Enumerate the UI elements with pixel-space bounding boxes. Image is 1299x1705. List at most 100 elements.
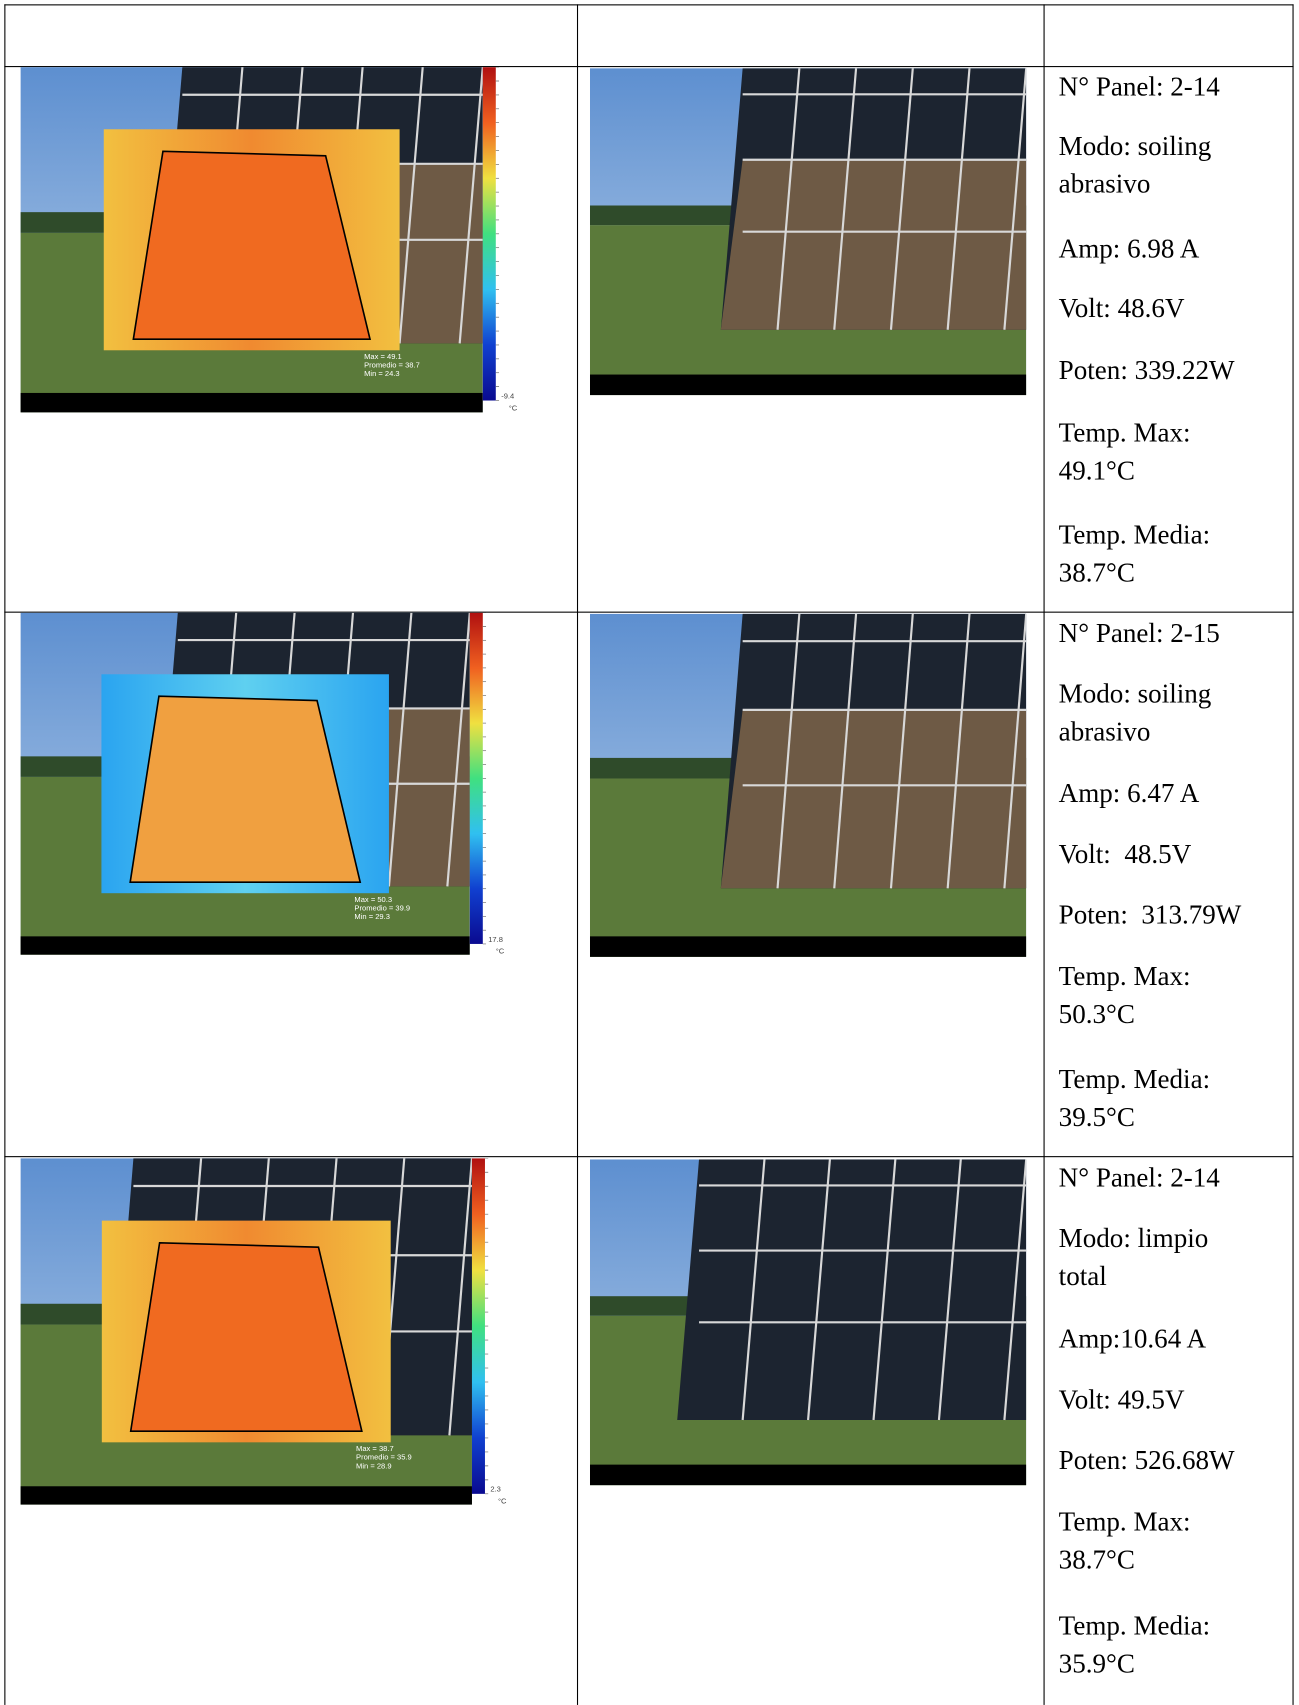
scale-unit: °C	[498, 1497, 507, 1506]
scale-unit: °C	[509, 403, 518, 412]
black-band	[589, 936, 1027, 957]
stat-label: Min = 24.3	[364, 369, 400, 378]
stat-label: Promedio = 38.7	[364, 361, 420, 370]
info-line: abrasivo	[1058, 717, 1151, 747]
info-line: Temp. Media:	[1058, 1065, 1211, 1095]
info-item: Temp. Max: 50.3°C	[1059, 958, 1191, 1034]
info-line: Modo: soiling	[1058, 679, 1212, 710]
info-item: N° Panel: 2-15	[1059, 615, 1220, 653]
table-border	[4, 4, 1294, 6]
info-line: Modo: soiling	[1058, 132, 1212, 162]
info-line: Modo: limpio	[1058, 1224, 1209, 1254]
color-scale	[482, 67, 496, 401]
panel	[677, 1159, 1027, 1421]
info-line: Amp:10.64 A	[1058, 1324, 1207, 1355]
panel-frame	[458, 67, 483, 344]
info-line: Temp. Max:	[1058, 418, 1191, 449]
info-item: N° Panel: 2-14	[1059, 68, 1220, 106]
info-line: N° Panel: 2-14	[1058, 72, 1220, 102]
info-item: Temp. Media: 35.9°C	[1059, 1608, 1210, 1684]
photo	[589, 1159, 1027, 1486]
panel-frame	[889, 68, 914, 330]
info-line: Poten: 339.22W	[1058, 356, 1235, 386]
info-item: Temp. Max: 49.1°C	[1059, 415, 1191, 491]
table-border	[4, 1156, 1294, 1158]
info-line: 38.7°C	[1058, 558, 1135, 588]
info-line: Temp. Max:	[1058, 962, 1191, 992]
stat-label: Promedio = 39.9	[354, 904, 410, 913]
stat-label: Min = 28.9	[356, 1461, 392, 1470]
info-line: Volt: 48.6V	[1058, 294, 1185, 324]
info-item: Poten: 526.68W	[1059, 1442, 1235, 1480]
soiling	[720, 159, 1027, 330]
panel-outline	[132, 150, 372, 341]
info-item: Amp:10.64 A	[1059, 1321, 1206, 1359]
panel-frame	[946, 613, 971, 889]
panel-frame	[937, 1159, 962, 1421]
info-line: total	[1058, 1262, 1107, 1292]
black-band	[589, 374, 1027, 396]
info-line: N° Panel: 2-15	[1058, 619, 1220, 649]
info-item: Volt: 49.5V	[1059, 1381, 1185, 1419]
info-item: Modo: limpio total	[1059, 1220, 1209, 1296]
info-line: 38.7°C	[1058, 1545, 1135, 1576]
panel-frame	[1003, 1159, 1027, 1421]
info-item: Modo: soiling abrasivo	[1059, 128, 1212, 204]
info-item: Temp. Max: 38.7°C	[1059, 1504, 1191, 1580]
stat-label: Max = 38.7	[356, 1444, 394, 1453]
info-line: abrasivo	[1058, 169, 1151, 200]
table-border	[576, 4, 579, 1705]
color-scale	[471, 1158, 485, 1494]
black-band	[20, 1486, 472, 1505]
info-line: Volt: 48.5V	[1058, 840, 1192, 870]
panel-frame	[807, 1159, 831, 1421]
table-border	[1043, 4, 1045, 1705]
panel-frame	[387, 612, 413, 887]
info-line: Temp. Max:	[1058, 1507, 1191, 1538]
info-item: N° Panel: 2-14	[1059, 1159, 1220, 1197]
panel-frame	[1003, 613, 1027, 889]
info-line: 35.9°C	[1058, 1649, 1135, 1679]
black-band	[20, 392, 483, 413]
info-item: Volt: 48.5V	[1059, 836, 1192, 874]
table-border	[1292, 4, 1294, 1705]
soiling	[720, 709, 1027, 889]
table-border	[4, 4, 6, 1705]
scale-unit: °C	[496, 947, 505, 956]
info-line: Temp. Media:	[1058, 1611, 1211, 1642]
black-band	[20, 936, 470, 955]
info-item: Amp: 6.47 A	[1059, 775, 1200, 813]
stat-label: Max = 49.1	[364, 352, 402, 361]
info-line: Amp: 6.47 A	[1058, 779, 1200, 809]
info-item: Modo: soiling abrasivo	[1059, 675, 1212, 751]
panel-frame	[1003, 68, 1027, 330]
info-line: Poten: 526.68W	[1058, 1446, 1235, 1476]
info-item: Temp. Media: 39.5°C	[1059, 1061, 1210, 1137]
info-item: Amp: 6.98 A	[1059, 231, 1200, 269]
stat-label: Promedio = 35.9	[356, 1453, 412, 1462]
black-band	[589, 1464, 1027, 1486]
panel-frame	[446, 612, 470, 887]
color-scale	[469, 612, 483, 944]
table-border	[4, 611, 1294, 613]
scale-min: 17.8	[488, 935, 503, 944]
info-line: Temp. Media:	[1058, 520, 1211, 550]
info-line: Volt: 49.5V	[1058, 1385, 1185, 1415]
panel-frame	[776, 613, 801, 889]
info-line: Poten: 313.79W	[1058, 900, 1242, 930]
info-item: Volt: 48.6V	[1059, 290, 1185, 328]
photo	[589, 613, 1027, 957]
table-border	[4, 66, 1294, 68]
panel-frame	[448, 1158, 472, 1436]
stat-label: Max = 50.3	[354, 895, 392, 904]
panel-frame	[889, 613, 914, 889]
panel-frame	[398, 67, 424, 344]
panel-frame	[741, 1159, 766, 1421]
scale-min: 2.3	[490, 1485, 501, 1494]
